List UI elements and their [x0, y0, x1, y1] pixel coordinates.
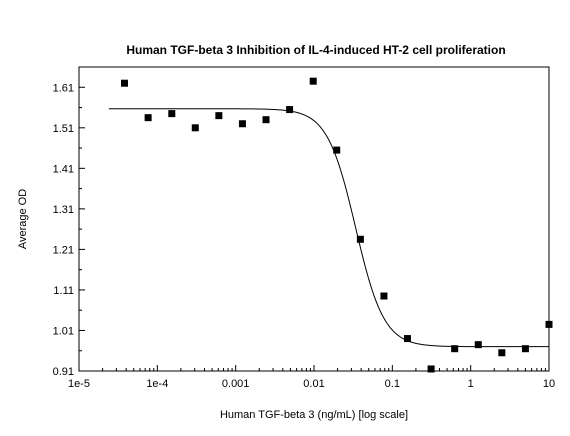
data-point — [545, 320, 553, 328]
y-tick-label: 1.31 — [53, 204, 74, 216]
plot-area — [78, 66, 550, 372]
y-tick-label: 1.01 — [53, 325, 74, 337]
data-point — [521, 345, 529, 353]
x-tick-label: 0.001 — [222, 378, 250, 390]
data-point — [333, 146, 341, 154]
y-axis: 0.91 1.01 1.11 1.21 1.31 1.41 1.51 1.61 — [53, 82, 85, 378]
y-tick-label: 1.11 — [53, 285, 74, 297]
y-tick-label: 0.91 — [53, 366, 74, 378]
data-point — [380, 292, 388, 300]
x-tick-label: 1e-4 — [146, 378, 168, 390]
data-point — [309, 77, 317, 85]
y-tick-label: 1.51 — [53, 123, 74, 135]
data-point — [215, 112, 223, 120]
data-point — [403, 335, 411, 343]
data-point — [474, 341, 482, 349]
x-axis-label: Human TGF-beta 3 (ng/mL) [log scale] — [220, 409, 408, 421]
x-tick-label: 0.01 — [303, 378, 324, 390]
data-point — [168, 110, 176, 118]
y-tick-label: 1.41 — [53, 163, 74, 175]
data-point — [262, 116, 270, 124]
y-tick-label: 1.21 — [53, 244, 74, 256]
data-point — [498, 349, 506, 357]
data-point — [427, 365, 435, 373]
chart-title: Human TGF-beta 3 Inhibition of IL-4-indu… — [126, 43, 505, 57]
x-tick-label: 1e-5 — [68, 378, 90, 390]
y-tick-label: 1.61 — [53, 82, 74, 94]
x-tick-label: 1 — [468, 378, 474, 390]
data-points — [121, 77, 553, 373]
x-tick-label: 10 — [543, 378, 555, 390]
data-point — [191, 124, 199, 132]
x-axis: 1e-5 1e-4 0.001 0.01 0.1 1 10 — [68, 365, 555, 390]
data-point — [238, 120, 246, 128]
x-tick-label: 0.1 — [385, 378, 400, 390]
data-point — [451, 345, 459, 353]
fit-curve — [108, 108, 549, 348]
data-point — [286, 106, 294, 114]
data-point — [121, 79, 129, 87]
data-point — [144, 114, 152, 122]
y-axis-label: Average OD — [17, 189, 29, 249]
data-point — [356, 235, 364, 243]
